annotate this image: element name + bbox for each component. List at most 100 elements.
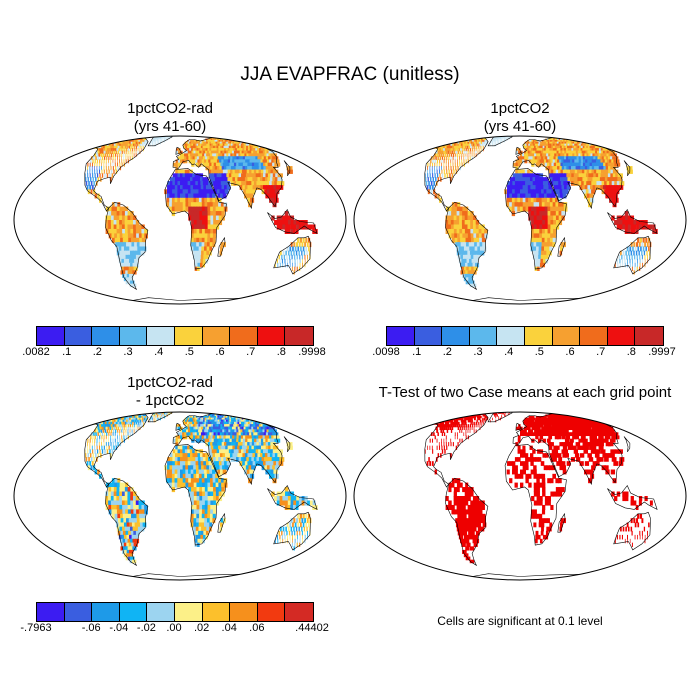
grid-cell [639,262,641,268]
grid-cell [182,449,186,454]
grid-cell [200,156,205,161]
grid-cell [215,496,220,502]
grid-cell [188,215,192,221]
grid-cell [116,206,120,212]
grid-cell [259,453,265,458]
grid-cell [119,206,123,212]
grid-cell [566,166,571,171]
grid-cell [528,215,532,221]
grid-cell [224,465,229,471]
grid-cell [131,246,136,252]
grid-cell [528,153,532,157]
grid-cell [115,246,121,252]
grid-cell [194,453,199,458]
grid-cell [299,266,301,271]
grid-cell [190,473,195,479]
grid-cell [550,181,555,186]
panel2-title-line2: (yrs 41-60) [483,118,557,135]
grid-cell [180,185,184,190]
grid-cell [264,148,272,152]
grid-cell [599,177,605,182]
grid-cell [535,254,539,260]
grid-cell [110,500,115,506]
grid-cell [273,469,278,475]
grid-cell [115,150,118,155]
grid-cell [284,487,289,493]
panel1-title-line1: 1pctCO2-rad [127,100,213,117]
grid-cell [436,140,442,143]
grid-cell [543,250,547,256]
grid-cell [94,193,97,199]
grid-cell [237,169,242,174]
grid-cell [98,162,100,167]
grid-cell [193,250,197,256]
grid-cell [631,254,633,260]
grid-cell [192,185,197,190]
grid-cell [129,417,132,421]
grid-cell [532,141,536,145]
grid-cell [210,228,214,235]
grid-cell [547,237,551,243]
grid-cell [209,156,214,161]
grid-cell [458,246,463,252]
grid-cell [166,478,170,484]
grid-cell [264,189,269,195]
grid-cell [627,224,631,230]
grid-cell [220,169,225,174]
grid-cell [127,211,131,217]
grid-cell [549,197,554,203]
grid-cell [155,140,157,143]
grid-cell [127,500,131,506]
grid-cell [221,185,226,190]
grid-cell [293,242,296,248]
grid-cell [220,457,225,462]
grid-cell [425,177,427,182]
grid-cell [299,262,301,268]
grid-cell [188,435,192,440]
grid-cell [475,220,480,226]
grid-cell [188,482,192,488]
grid-cell [160,137,162,140]
grid-cell [595,185,600,190]
grid-cell [105,215,109,221]
grid-cell [591,140,600,143]
grid-cell [553,156,558,161]
grid-cell [547,206,551,212]
grid-cell [215,162,220,167]
grid-cell [113,211,118,217]
grid-cell [184,173,189,178]
grid-cell [202,457,207,462]
grid-cell [108,228,113,235]
grid-cell [220,478,225,484]
grid-cell [459,215,463,221]
grid-cell [202,162,207,167]
grid-cell [559,166,564,171]
grid-cell [198,432,203,437]
grid-cell [516,150,519,155]
grid-cell [461,215,466,221]
grid-cell [185,421,188,425]
grid-cell [117,150,119,155]
grid-cell [282,250,285,256]
grid-cell [554,189,558,195]
grid-cell [501,136,503,138]
grid-cell [253,449,259,454]
grid-cell [437,177,440,182]
grid-cell [101,424,104,428]
grid-cell [243,465,248,471]
grid-cell [118,258,124,264]
grid-cell [252,141,260,145]
grid-cell [144,138,146,141]
grid-cell [535,185,540,190]
grid-cell [559,189,564,195]
grid-cell [105,482,109,488]
grid-cell [130,140,134,143]
grid-cell [194,153,198,157]
grid-cell [166,469,170,475]
grid-cell [461,145,464,149]
grid-cell [443,150,446,155]
panel3-title: 1pctCO2-rad - 1pctCO2 [10,374,330,410]
grid-cell [479,140,482,143]
grid-cell [130,496,134,502]
grid-cell [185,197,189,203]
